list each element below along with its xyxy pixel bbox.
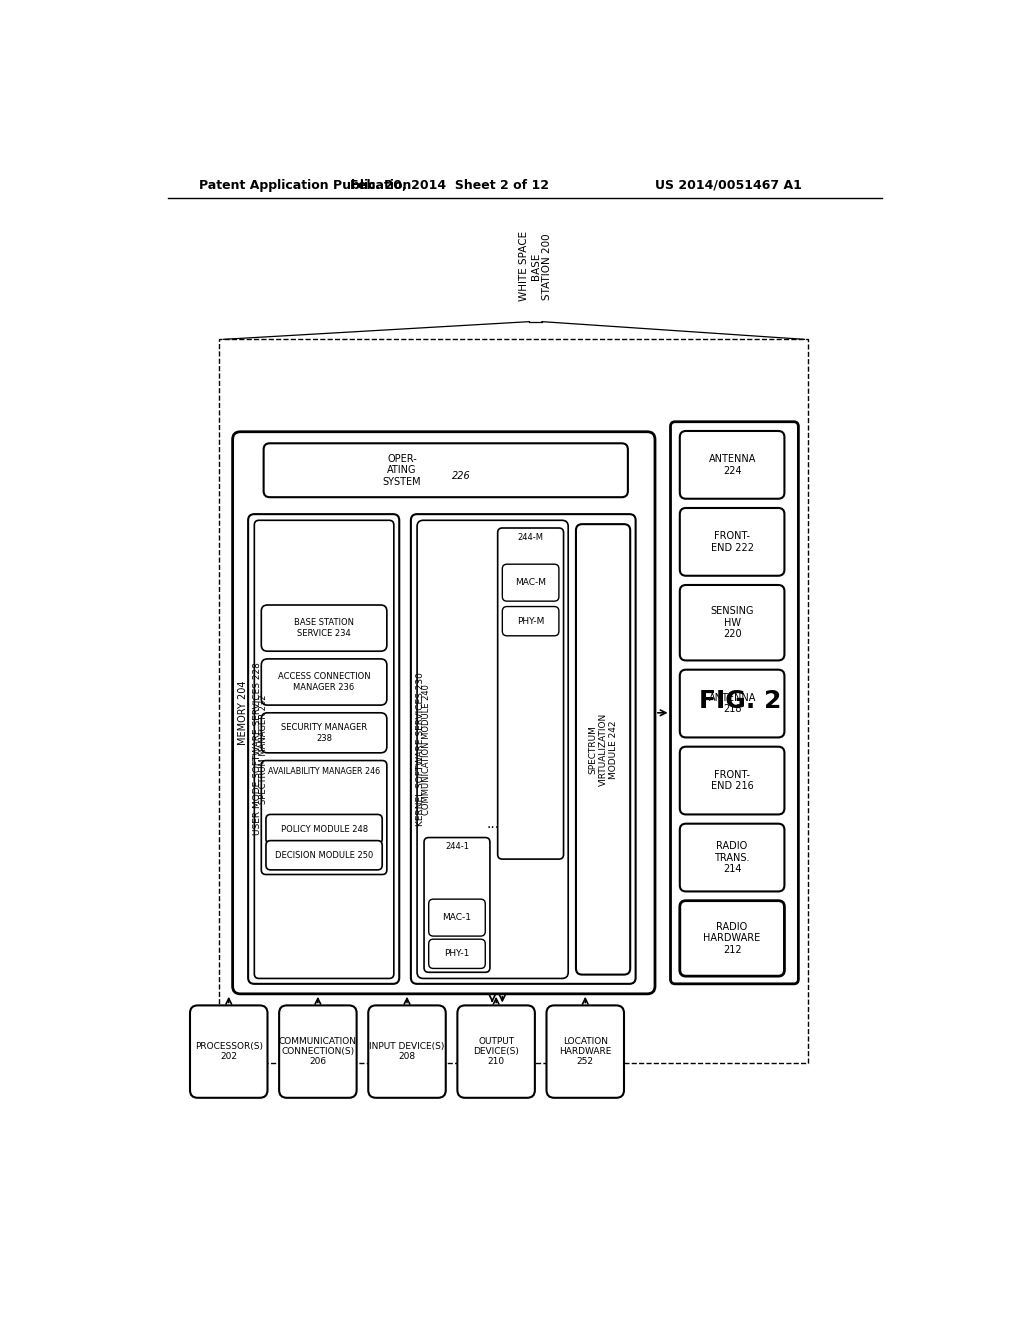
FancyBboxPatch shape [680,508,784,576]
FancyBboxPatch shape [266,841,382,870]
Text: US 2014/0051467 A1: US 2014/0051467 A1 [655,178,802,191]
FancyBboxPatch shape [458,1006,535,1098]
FancyBboxPatch shape [411,515,636,983]
FancyBboxPatch shape [680,430,784,499]
Text: RADIO
HARDWARE
212: RADIO HARDWARE 212 [703,921,761,954]
FancyBboxPatch shape [429,899,485,936]
FancyBboxPatch shape [232,432,655,994]
FancyBboxPatch shape [547,1006,624,1098]
Text: MEMORY 204: MEMORY 204 [239,681,249,744]
FancyBboxPatch shape [671,422,799,983]
Text: RADIO
TRANS.
214: RADIO TRANS. 214 [715,841,750,874]
Text: FIG. 2: FIG. 2 [699,689,781,713]
Text: PHY-1: PHY-1 [444,949,470,958]
FancyBboxPatch shape [190,1006,267,1098]
Text: DECISION MODULE 250: DECISION MODULE 250 [275,851,373,859]
Text: SECURITY MANAGER
238: SECURITY MANAGER 238 [281,723,368,743]
FancyBboxPatch shape [680,747,784,814]
Text: ...: ... [486,817,500,830]
Text: BASE STATION
SERVICE 234: BASE STATION SERVICE 234 [294,618,354,638]
Text: 244-1: 244-1 [445,842,469,851]
Text: SENSING
HW
220: SENSING HW 220 [711,606,754,639]
FancyBboxPatch shape [424,838,489,973]
Text: SPECTRUM MANAGER 232: SPECTRUM MANAGER 232 [259,694,268,804]
Text: PROCESSOR(S)
202: PROCESSOR(S) 202 [195,1041,263,1061]
Text: ACCESS CONNECTION
MANAGER 236: ACCESS CONNECTION MANAGER 236 [278,672,371,692]
Text: USER MODE SOFTWARE SERVICES 228: USER MODE SOFTWARE SERVICES 228 [253,663,262,836]
FancyBboxPatch shape [266,814,382,843]
Text: LOCATION
HARDWARE
252: LOCATION HARDWARE 252 [559,1036,611,1067]
FancyBboxPatch shape [254,520,394,978]
FancyBboxPatch shape [503,607,559,636]
Text: MAC-M: MAC-M [515,578,546,587]
Text: WHITE SPACE
BASE
STATION 200: WHITE SPACE BASE STATION 200 [519,231,552,301]
Text: ANTENNA
218: ANTENNA 218 [709,693,756,714]
FancyBboxPatch shape [417,520,568,978]
Text: FRONT-
END 222: FRONT- END 222 [711,531,754,553]
FancyBboxPatch shape [680,585,784,660]
Text: COMMUNICATION MODULE 240: COMMUNICATION MODULE 240 [422,684,431,814]
Text: AVAILABILITY MANAGER 246: AVAILABILITY MANAGER 246 [268,767,380,776]
Text: INPUT DEVICE(S)
208: INPUT DEVICE(S) 208 [370,1041,444,1061]
FancyBboxPatch shape [369,1006,445,1098]
Text: OUTPUT
DEVICE(S)
210: OUTPUT DEVICE(S) 210 [473,1036,519,1067]
FancyBboxPatch shape [498,528,563,859]
FancyBboxPatch shape [261,713,387,752]
Text: KERNEL SOFTWARE SERVICES 230: KERNEL SOFTWARE SERVICES 230 [416,672,425,826]
FancyBboxPatch shape [575,524,630,974]
Text: FRONT-
END 216: FRONT- END 216 [711,770,754,792]
Text: OPER-
ATING
SYSTEM: OPER- ATING SYSTEM [383,454,421,487]
Text: 226: 226 [452,471,471,482]
FancyBboxPatch shape [261,605,387,651]
FancyBboxPatch shape [680,900,784,977]
FancyBboxPatch shape [280,1006,356,1098]
Text: COMMUNICATION
CONNECTION(S)
206: COMMUNICATION CONNECTION(S) 206 [279,1036,357,1067]
Text: POLICY MODULE 248: POLICY MODULE 248 [281,825,368,833]
Text: 244-M: 244-M [517,533,544,541]
Text: MAC-1: MAC-1 [442,913,471,923]
Bar [219,339,809,1063]
FancyBboxPatch shape [248,515,399,983]
Text: PHY-M: PHY-M [517,616,545,626]
FancyBboxPatch shape [263,444,628,498]
Text: Patent Application Publication: Patent Application Publication [200,178,412,191]
FancyBboxPatch shape [503,564,559,601]
FancyBboxPatch shape [680,669,784,738]
Text: ANTENNA
224: ANTENNA 224 [709,454,756,475]
Text: SPECTRUM
VIRTUALIZATION
MODULE 242: SPECTRUM VIRTUALIZATION MODULE 242 [588,713,617,785]
Text: Feb. 20, 2014  Sheet 2 of 12: Feb. 20, 2014 Sheet 2 of 12 [350,178,549,191]
FancyBboxPatch shape [261,659,387,705]
FancyBboxPatch shape [261,760,387,875]
FancyBboxPatch shape [429,940,485,969]
FancyBboxPatch shape [680,824,784,891]
